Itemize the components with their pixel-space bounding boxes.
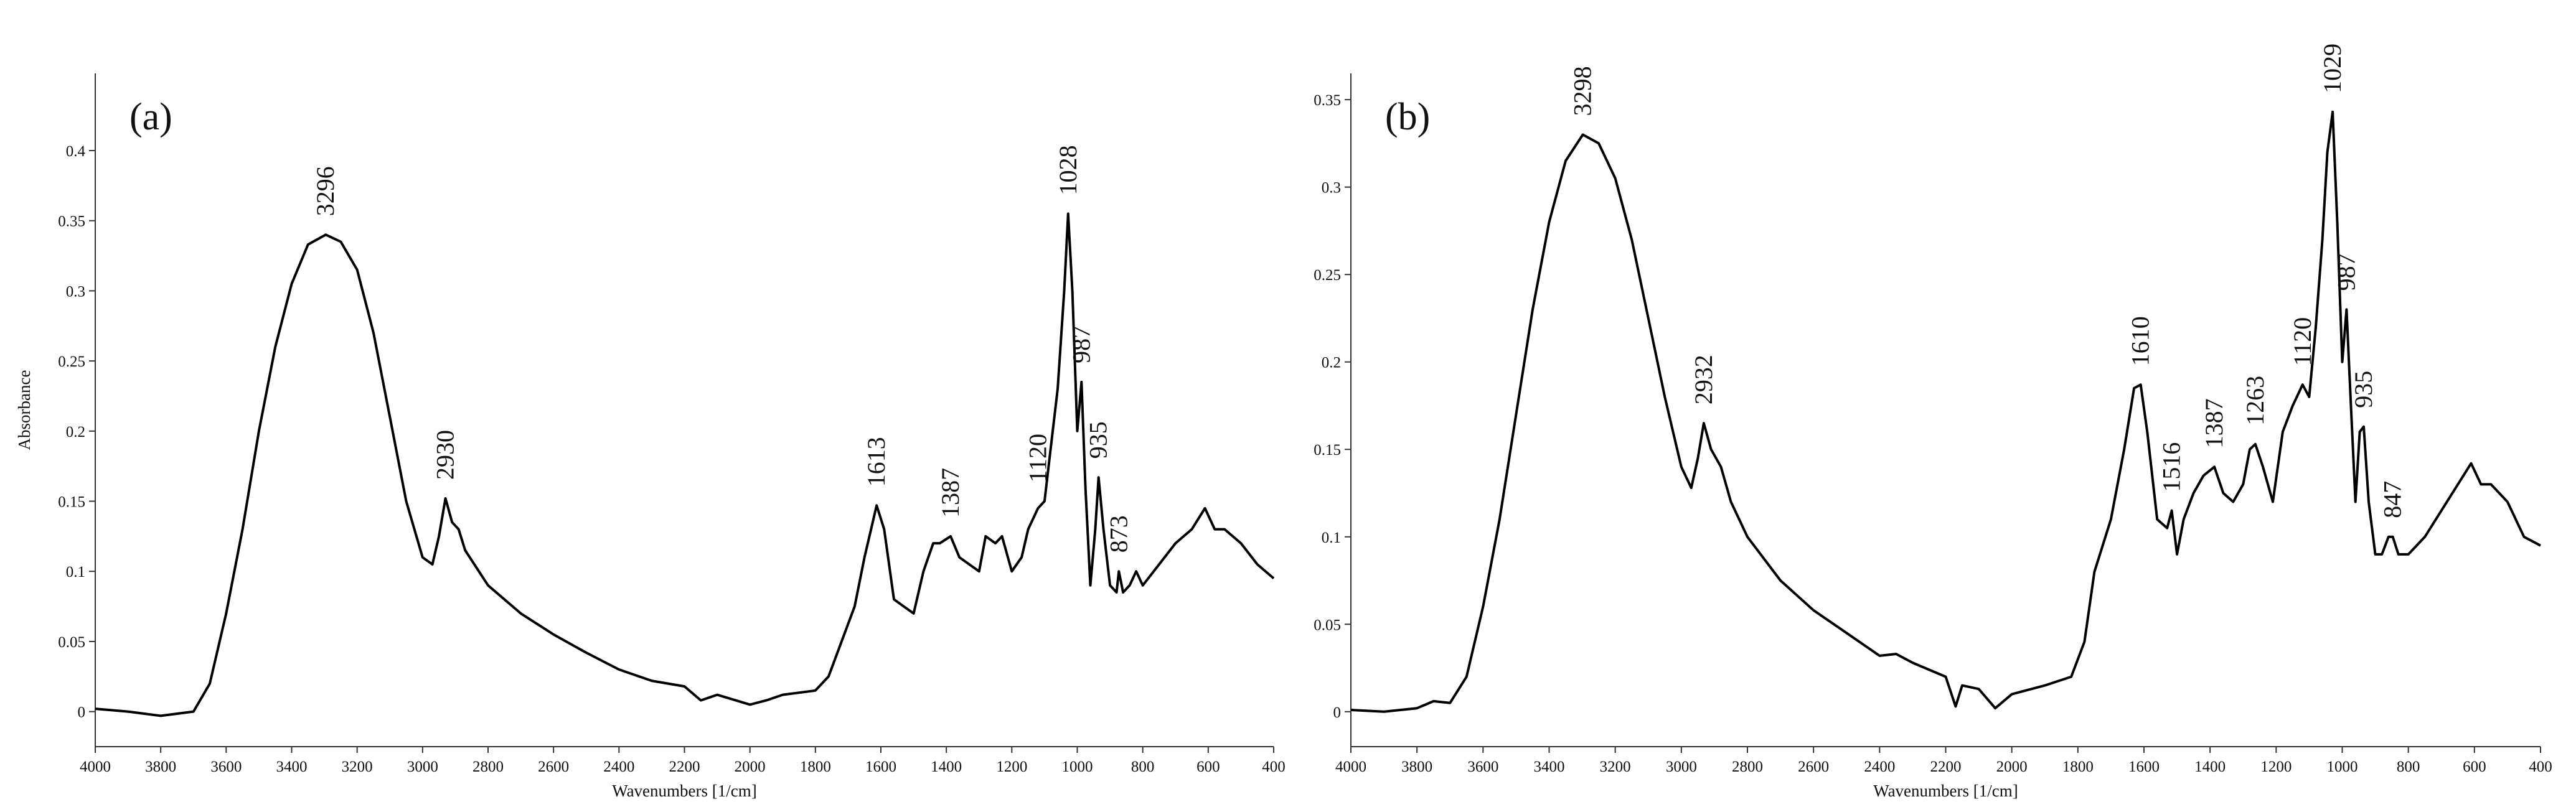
x-tick-label: 3400 (276, 758, 308, 775)
x-tick-label: 3200 (1600, 758, 1631, 775)
x-tick-label: 400 (2529, 758, 2552, 775)
peak-label: 987 (2332, 253, 2360, 291)
peak-label: 1610 (2127, 316, 2155, 366)
spectrum-line (1350, 110, 2541, 713)
peak-label: 935 (2349, 371, 2377, 408)
x-tick-label: 2400 (603, 758, 634, 775)
y-tick-label: 0.05 (1314, 617, 1341, 633)
x-tick-label: 1400 (931, 758, 962, 775)
peak-label: 1263 (2241, 376, 2269, 426)
y-tick-label: 0.1 (1322, 530, 1341, 546)
x-tick-label: 3200 (342, 758, 373, 775)
x-tick-label: 2400 (1864, 758, 1895, 775)
peak-label: 1028 (1054, 145, 1082, 195)
y-axis-label: Absorbance (15, 370, 34, 450)
x-tick-label: 3800 (1401, 758, 1432, 775)
x-tick-label: 2600 (538, 758, 569, 775)
peak-label: 873 (1104, 515, 1132, 553)
peak-label: 2932 (1690, 355, 1718, 404)
peak-label: 1120 (1023, 434, 1051, 483)
x-tick-label: 3600 (210, 758, 242, 775)
peak-label: 3296 (311, 166, 339, 216)
panel-label: (b) (1385, 96, 1430, 138)
x-tick-label: 800 (1131, 758, 1155, 775)
x-tick-label: 1200 (2260, 758, 2292, 775)
x-tick-label: 2000 (735, 758, 766, 775)
x-tick-label: 1600 (2128, 758, 2160, 775)
peak-label: 987 (1067, 326, 1095, 363)
x-tick-label: 800 (2397, 758, 2420, 775)
x-tick-label: 1600 (865, 758, 896, 775)
peak-label: 1516 (2158, 442, 2186, 492)
peak-label: 1387 (936, 468, 964, 518)
y-tick-label: 0.4 (66, 143, 86, 160)
peak-label: 1613 (862, 437, 890, 487)
x-tick-label: 1800 (800, 758, 831, 775)
x-tick-label: 3600 (1467, 758, 1498, 775)
y-tick-label: 0.1 (66, 564, 85, 581)
y-tick-label: 0 (78, 704, 86, 721)
y-tick-label: 0.15 (58, 494, 85, 511)
peak-label: 1387 (2200, 398, 2228, 448)
x-tick-label: 2800 (1732, 758, 1763, 775)
y-tick-label: 0.2 (66, 424, 85, 441)
y-tick-label: 0.25 (58, 353, 85, 370)
x-tick-label: 2200 (669, 758, 700, 775)
x-tick-label: 1400 (2194, 758, 2226, 775)
x-axis-label: Wavenumbers [1/cm] (1873, 782, 2018, 800)
x-axis-label: Wavenumbers [1/cm] (612, 782, 757, 800)
x-tick-label: 2600 (1798, 758, 1829, 775)
spectrum-line (95, 212, 1275, 717)
x-tick-label: 2000 (1996, 758, 2028, 775)
y-tick-label: 0.35 (58, 213, 85, 230)
x-tick-label: 1000 (2327, 758, 2358, 775)
x-tick-label: 3800 (145, 758, 176, 775)
x-tick-label: 400 (1262, 758, 1286, 775)
peak-label: 847 (2379, 481, 2407, 518)
x-tick-label: 3400 (1534, 758, 1565, 775)
y-tick-label: 0.15 (1314, 442, 1341, 459)
peak-label: 935 (1084, 421, 1112, 459)
x-tick-label: 600 (1196, 758, 1220, 775)
x-tick-label: 2200 (1930, 758, 1962, 775)
x-tick-label: 1200 (996, 758, 1027, 775)
x-tick-label: 4000 (80, 758, 111, 775)
y-tick-label: 0.3 (66, 283, 85, 300)
y-tick-label: 0.05 (58, 634, 85, 651)
x-tick-label: 3000 (1666, 758, 1697, 775)
peak-label: 2930 (431, 430, 459, 480)
y-tick-label: 0.35 (1314, 92, 1341, 109)
x-tick-label: 1800 (2062, 758, 2094, 775)
peak-label: 1120 (2288, 317, 2316, 366)
x-tick-label: 4000 (1335, 758, 1366, 775)
x-tick-label: 3000 (407, 758, 438, 775)
panel-label: (a) (129, 96, 172, 138)
x-tick-label: 2800 (472, 758, 504, 775)
peak-label: 1029 (2318, 44, 2346, 93)
y-tick-label: 0.3 (1322, 180, 1341, 197)
y-tick-label: 0.25 (1314, 267, 1341, 284)
x-tick-label: 600 (2463, 758, 2486, 775)
y-tick-label: 0.2 (1322, 355, 1341, 371)
y-tick-label: 0 (1333, 704, 1342, 721)
x-tick-label: 1000 (1062, 758, 1093, 775)
peak-label: 3298 (1569, 66, 1597, 116)
